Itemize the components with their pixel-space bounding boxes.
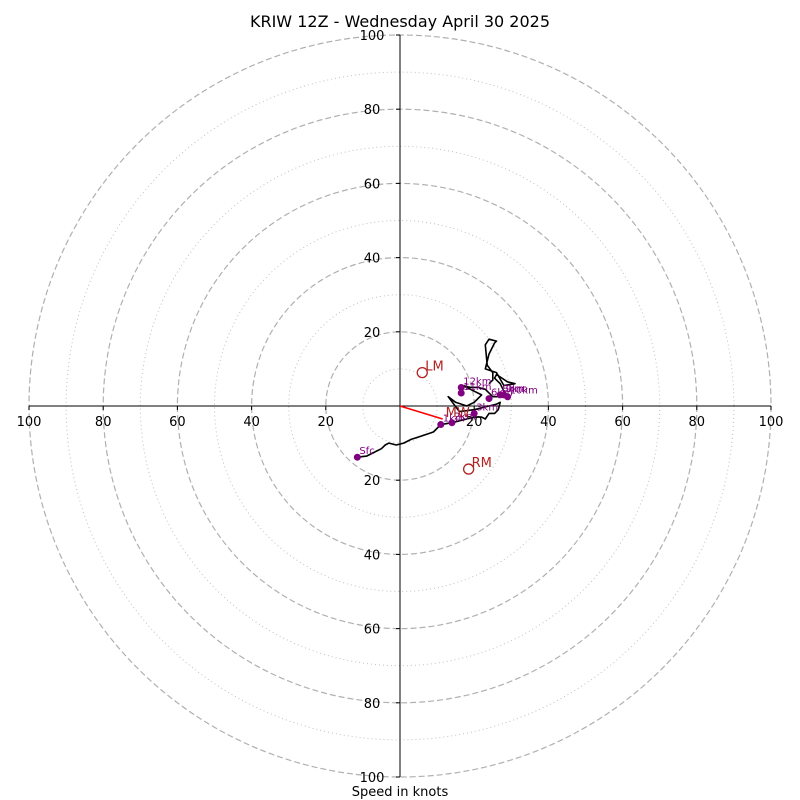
storm-motion-RM: [462, 463, 475, 475]
height-point-10km: [504, 393, 512, 401]
height-label-8km: 8km: [502, 384, 524, 395]
x-tick-label: 60: [614, 415, 631, 430]
x-axis-label: Speed in knots: [352, 785, 449, 800]
height-label-1km: 1km: [443, 414, 465, 425]
height-label-2km: 2km: [454, 412, 476, 423]
y-tick-label: 40: [364, 252, 381, 267]
y-tick-label: 100: [360, 771, 385, 786]
y-tick-label: 80: [364, 697, 381, 712]
x-tick-label: 20: [318, 415, 335, 430]
storm-motion-LM: [416, 366, 428, 379]
height-point-3km: [470, 409, 478, 417]
chart-title: KRIW 12Z - Wednesday April 30 2025: [250, 12, 550, 31]
height-label-10km: 10km: [510, 386, 538, 397]
storm-motion-label-MW: MW: [446, 406, 470, 421]
y-tick-label: 60: [364, 177, 381, 192]
height-point-6km: [485, 395, 493, 403]
height-point-Sfc: [353, 453, 361, 461]
height-label-9km: 9km: [506, 384, 528, 395]
y-tick-label: 100: [360, 29, 385, 44]
axis-tick-labels: 2020202040404040606060608080808010010010…: [17, 29, 784, 786]
hodograph-marks: Sfc1km2km3km6km8km9km10km11km12kmLMRMMW: [353, 338, 538, 475]
height-label-12km: 12km: [463, 376, 491, 387]
height-label-3km: 3km: [476, 402, 498, 413]
height-label-11km: 11km: [463, 382, 491, 393]
x-tick-label: 40: [540, 415, 557, 430]
x-tick-label: 80: [95, 415, 112, 430]
x-tick-label: 100: [759, 415, 784, 430]
hodograph-trace: [357, 338, 516, 458]
y-tick-label: 20: [364, 474, 381, 489]
x-tick-label: 80: [689, 415, 706, 430]
height-point-1km: [437, 421, 445, 429]
storm-motion-label-LM: LM: [425, 360, 443, 375]
x-tick-label: 100: [17, 415, 42, 430]
storm-motion-label-RM: RM: [472, 456, 492, 471]
height-point-12km: [457, 383, 465, 391]
height-label-Sfc: Sfc: [359, 446, 374, 457]
y-tick-label: 20: [364, 326, 381, 341]
y-tick-label: 60: [364, 623, 381, 638]
y-tick-label: 40: [364, 548, 381, 563]
height-point-2km: [448, 419, 456, 427]
height-point-11km: [457, 389, 465, 397]
y-tick-label: 80: [364, 103, 381, 118]
x-tick-label: 40: [243, 415, 260, 430]
mean-wind-vector: [399, 405, 443, 420]
x-tick-label: 60: [169, 415, 186, 430]
